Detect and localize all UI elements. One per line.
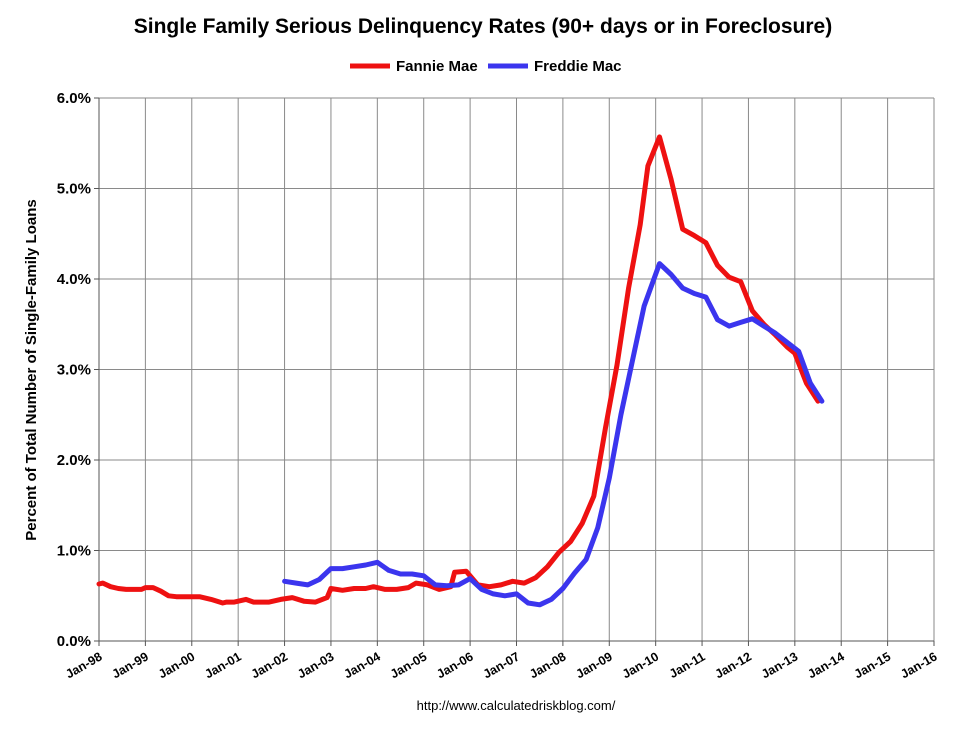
x-tick-label: Jan-16 [898, 649, 939, 681]
x-tick-label: Jan-05 [388, 649, 429, 681]
x-tick-label: Jan-11 [667, 649, 708, 681]
x-tick-label: Jan-01 [202, 649, 243, 681]
legend-label-fannie-mae: Fannie Mae [396, 58, 478, 75]
y-tick-label: 6.0% [57, 90, 91, 107]
y-tick-label: 5.0% [57, 181, 91, 198]
source-url: http://www.calculatedriskblog.com/ [417, 698, 616, 713]
y-tick-label: 2.0% [57, 452, 91, 469]
y-tick-label: 0.0% [57, 633, 91, 650]
x-tick-label: Jan-03 [295, 649, 336, 681]
x-tick-label: Jan-15 [852, 649, 893, 681]
x-tick-label: Jan-00 [156, 649, 197, 681]
y-axis-label: Percent of Total Number of Single-Family… [23, 199, 40, 540]
chart-title: Single Family Serious Delinquency Rates … [134, 15, 832, 38]
y-tick-label: 4.0% [57, 271, 91, 288]
legend: Fannie Mae Freddie Mac [350, 58, 622, 75]
x-tick-label: Jan-09 [573, 649, 614, 681]
x-tick-label: Jan-13 [759, 649, 800, 681]
legend-label-freddie-mac: Freddie Mac [534, 58, 622, 75]
series-line-freddie-mac [282, 261, 825, 608]
x-tick-label: Jan-07 [481, 649, 522, 681]
x-axis-ticks: Jan-98 Jan-99 Jan-00 Jan-01 Jan-02 Jan-03 Jan-… [63, 641, 940, 681]
y-axis-ticks: 0.0% 1.0% 2.0% 3.0% 4.0% 5.0% 6.0% [57, 90, 99, 650]
x-tick-label: Jan-99 [110, 649, 151, 681]
x-tick-label: Jan-10 [620, 649, 661, 681]
x-tick-label: Jan-06 [434, 649, 475, 681]
gridlines [99, 97, 935, 641]
x-tick-label: Jan-12 [713, 649, 754, 681]
x-tick-label: Jan-04 [342, 649, 383, 681]
y-tick-label: 3.0% [57, 362, 91, 379]
x-tick-label: Jan-08 [527, 649, 568, 681]
x-tick-label: Jan-14 [805, 649, 846, 681]
x-tick-label: Jan-98 [63, 649, 104, 681]
x-tick-label: Jan-02 [249, 649, 290, 681]
series-lines [96, 134, 825, 608]
y-tick-label: 1.0% [57, 543, 91, 560]
series-line-fannie-mae [96, 134, 821, 606]
